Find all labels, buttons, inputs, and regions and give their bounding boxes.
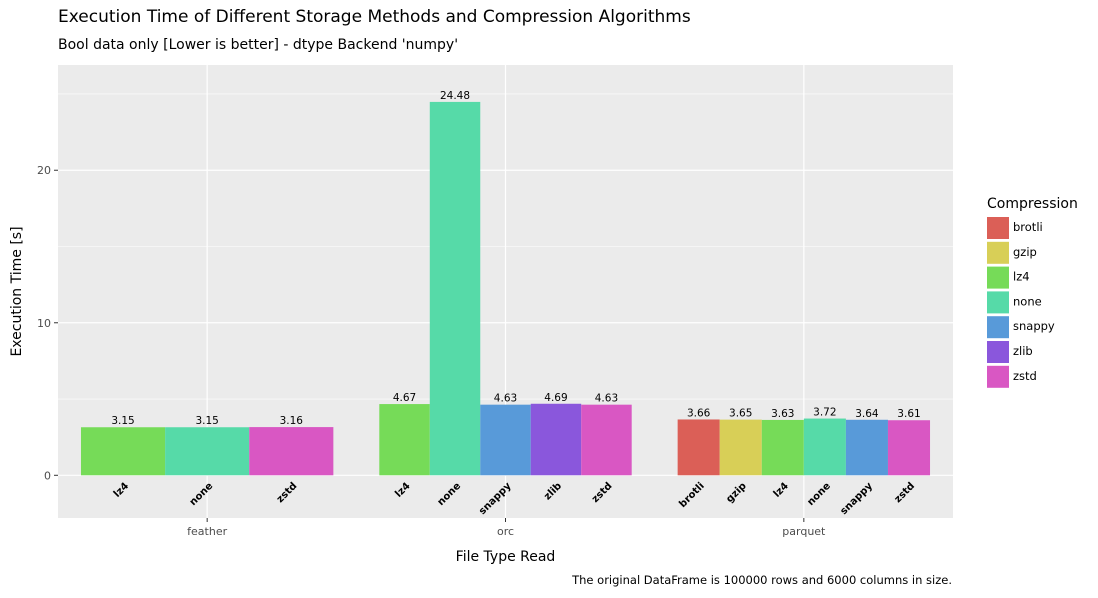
chart-caption: The original DataFrame is 100000 rows an… [572, 573, 952, 587]
bar-value-label: 3.66 [687, 407, 711, 419]
bar [719, 419, 762, 476]
legend: brotli gzip lz4 none snappy zlib zstd [987, 217, 1055, 388]
bar [249, 427, 334, 476]
chart-subtitle: Bool data only [Lower is better] - dtype… [58, 37, 459, 53]
legend-swatch [987, 217, 1009, 239]
legend-label: snappy [1013, 319, 1055, 333]
bar-value-label: 4.67 [393, 392, 416, 404]
x-group-label: feather [187, 525, 227, 538]
bar [429, 101, 481, 476]
legend-label: brotli [1013, 220, 1043, 234]
bar-value-label: 4.63 [595, 393, 618, 405]
y-tick-label: 20 [37, 164, 51, 177]
y-tick-label: 10 [37, 317, 51, 330]
legend-swatch [987, 291, 1009, 314]
x-axis: feather orc parquet [187, 518, 826, 538]
bar [581, 404, 632, 476]
bar [165, 427, 250, 476]
bar [887, 420, 931, 476]
bar-value-label: 3.63 [771, 408, 794, 420]
y-axis-label: Execution Time [s] [9, 226, 25, 356]
legend-swatch [987, 316, 1009, 339]
legend-swatch [987, 241, 1009, 264]
bar-value-label: 3.61 [897, 408, 920, 420]
grid-lines [58, 65, 953, 518]
legend-label: none [1013, 294, 1042, 308]
bar-value-label: 4.63 [494, 393, 517, 405]
bar-value-label: 3.15 [195, 415, 218, 427]
x-axis-label: File Type Read [456, 549, 556, 565]
bar [761, 419, 804, 476]
bar-value-label: 4.69 [544, 392, 567, 404]
x-group-label: parquet [782, 525, 826, 538]
chart-title: Execution Time of Different Storage Meth… [58, 7, 691, 27]
bar-value-label: 3.16 [280, 415, 304, 427]
legend-title: Compression [987, 196, 1078, 212]
legend-label: zstd [1013, 369, 1037, 383]
x-group-label: orc [497, 525, 514, 538]
legend-label: zlib [1013, 344, 1033, 358]
legend-label: gzip [1013, 245, 1037, 259]
bar-value-label: 3.65 [729, 408, 752, 420]
bar [530, 403, 582, 476]
bar [480, 404, 531, 476]
bar-value-label: 3.72 [813, 407, 836, 419]
legend-swatch [987, 266, 1009, 289]
legend-label: lz4 [1013, 270, 1030, 284]
bar [803, 418, 846, 476]
bar-value-label: 3.64 [855, 408, 879, 420]
bar-value-label: 24.48 [440, 90, 470, 102]
legend-swatch [987, 341, 1009, 363]
legend-swatch [987, 365, 1009, 388]
bars-layer [80, 101, 931, 476]
y-tick-label: 0 [44, 469, 51, 482]
bar-value-label: 3.15 [111, 415, 134, 427]
bar [677, 419, 720, 476]
bar [80, 427, 166, 476]
y-axis: 0 10 20 [37, 164, 58, 482]
bar [845, 419, 888, 476]
bar [379, 404, 430, 476]
